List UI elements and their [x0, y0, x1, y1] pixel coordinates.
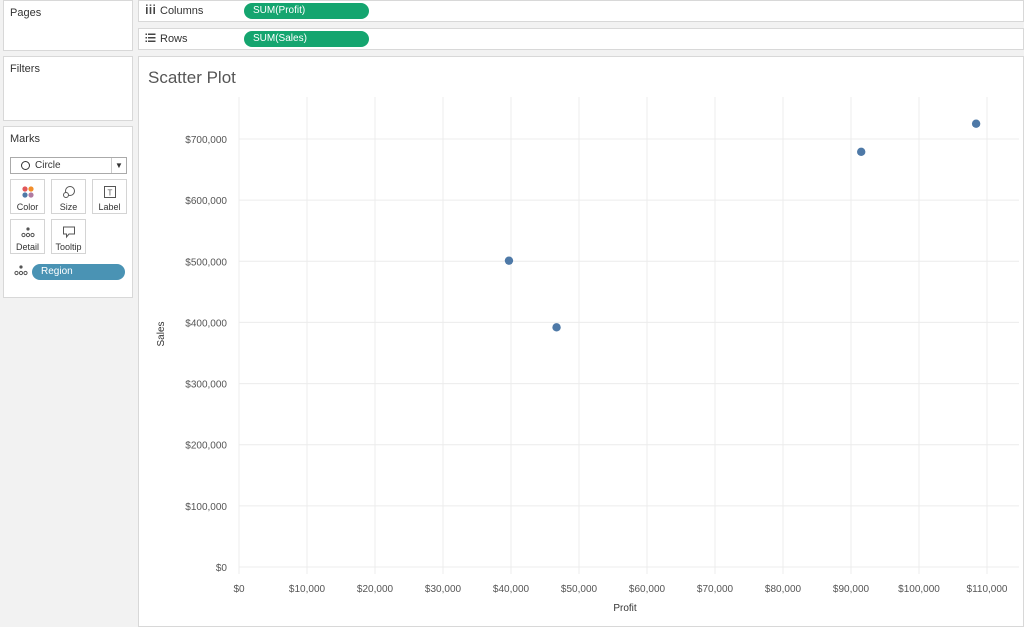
rows-shelf: Rows SUM(Sales)	[138, 28, 1024, 50]
x-tick-label: $110,000	[967, 584, 1008, 595]
x-tick-label: $10,000	[289, 584, 326, 595]
color-icon	[11, 183, 44, 201]
y-tick-label: $0	[216, 563, 228, 574]
columns-icon	[145, 4, 156, 18]
scatter-point[interactable]	[857, 147, 866, 157]
x-tick-label: $50,000	[561, 584, 598, 595]
y-tick-label: $300,000	[185, 380, 227, 391]
x-axis-title: Profit	[613, 603, 637, 614]
y-tick-label: $700,000	[185, 135, 227, 146]
detail-icon	[11, 223, 44, 241]
scatter-point[interactable]	[552, 323, 561, 332]
y-tick-label: $600,000	[185, 196, 227, 207]
scatter-point[interactable]	[971, 119, 981, 128]
x-tick-label: $0	[233, 584, 245, 595]
y-tick-label: $200,000	[185, 441, 227, 452]
size-button-label: Size	[59, 202, 78, 212]
tooltip-icon	[52, 223, 85, 241]
marks-card-title: Marks	[10, 133, 40, 145]
y-tick-label: $100,000	[185, 502, 227, 513]
label-button-label: Label	[98, 202, 121, 212]
filters-card-title: Filters	[10, 63, 40, 75]
region-pill[interactable]: Region	[32, 264, 125, 280]
x-tick-label: $100,000	[898, 584, 940, 595]
grid-lines	[238, 97, 1019, 574]
tooltip-button[interactable]: Tooltip	[51, 219, 86, 254]
scatter-chart: $0 $100,000 $200,000 $300,000 $400,000 $500,0…	[156, 97, 1019, 614]
label-button[interactable]: T Label	[92, 179, 127, 214]
y-axis-title: Sales	[156, 321, 167, 346]
rows-icon	[145, 32, 156, 46]
pages-card[interactable]: Pages	[3, 0, 133, 51]
rows-label: Rows	[160, 33, 188, 45]
detail-button-label: Detail	[15, 242, 39, 252]
size-icon	[52, 183, 85, 201]
y-tick-label: $400,000	[185, 318, 227, 329]
mark-type-dropdown[interactable]: Circle ▼	[10, 157, 127, 174]
columns-label: Columns	[160, 5, 204, 17]
rows-pill[interactable]: SUM(Sales)	[244, 31, 369, 47]
x-tick-label: $90,000	[833, 584, 870, 595]
columns-shelf: Columns SUM(Profit)	[138, 0, 1024, 22]
detail-button[interactable]: Detail	[10, 219, 45, 254]
x-axis-ticks: $0 $10,000 $20,000 $30,000 $40,000 $50,000 $60…	[233, 584, 1007, 595]
size-button[interactable]: Size	[51, 179, 86, 214]
chevron-down-icon[interactable]: ▼	[111, 158, 126, 173]
columns-pill[interactable]: SUM(Profit)	[244, 3, 369, 19]
svg-text:T: T	[107, 189, 112, 198]
x-tick-label: $70,000	[697, 584, 734, 595]
marks-card: Marks Circle ▼ Color Size	[3, 126, 133, 298]
y-axis-ticks: $0 $100,000 $200,000 $300,000 $400,000 $500,0…	[185, 135, 227, 574]
worksheet-title: Scatter Plot	[148, 68, 236, 87]
detail-field-row: Region	[14, 263, 125, 281]
scatter-point[interactable]	[504, 256, 514, 265]
x-tick-label: $80,000	[765, 584, 802, 595]
label-icon: T	[93, 183, 126, 201]
x-tick-label: $20,000	[357, 584, 394, 595]
color-button-label: Color	[16, 202, 39, 212]
circle-icon	[21, 161, 30, 170]
pages-card-title: Pages	[10, 7, 42, 19]
mark-type-value: Circle	[35, 160, 61, 171]
x-tick-label: $30,000	[425, 584, 462, 595]
tooltip-button-label: Tooltip	[55, 242, 82, 252]
x-tick-label: $60,000	[629, 584, 666, 595]
color-button[interactable]: Color	[10, 179, 45, 214]
data-points	[504, 119, 981, 332]
filters-card[interactable]: Filters	[3, 56, 133, 121]
x-tick-label: $40,000	[493, 584, 530, 595]
y-tick-label: $500,000	[185, 257, 227, 268]
detail-small-icon	[14, 263, 28, 281]
worksheet-view: $0 $100,000 $200,000 $300,000 $400,000 $500,0…	[138, 56, 1024, 627]
